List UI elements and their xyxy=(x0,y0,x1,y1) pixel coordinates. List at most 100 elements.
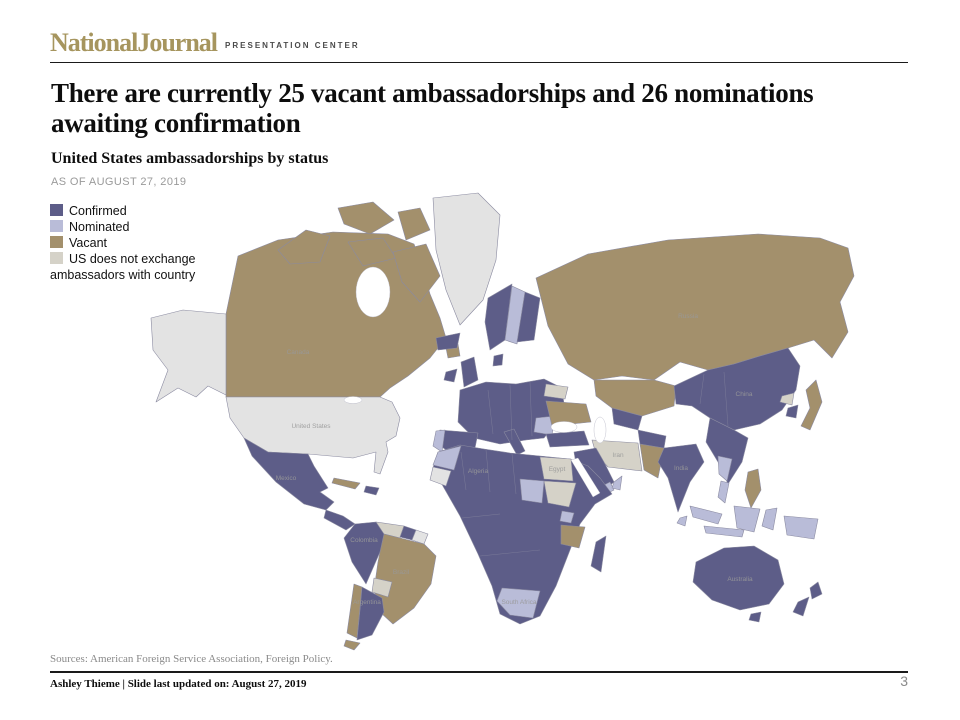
as-of-date: AS OF AUGUST 27, 2019 xyxy=(51,176,187,188)
region-india xyxy=(657,443,705,513)
page-number: 3 xyxy=(900,673,908,689)
region-malay-peninsula xyxy=(717,480,730,504)
map-label-south-africa: South Africa xyxy=(501,599,536,606)
region-norway xyxy=(484,283,513,351)
region-south-africa xyxy=(496,587,541,619)
region-finland xyxy=(516,291,541,343)
confirmed-swatch xyxy=(50,204,63,216)
region-north-korea xyxy=(779,392,795,406)
legend-item-nominated: Nominated xyxy=(50,219,262,235)
great-lakes xyxy=(343,396,363,404)
black-sea xyxy=(550,421,578,433)
region-papua xyxy=(783,515,819,540)
legend-label: US does not exchange ambassadors with co… xyxy=(50,252,196,282)
presentation-center-label: PRESENTATION CENTER xyxy=(225,41,360,50)
region-new-zealand xyxy=(792,596,810,617)
region-united-states xyxy=(225,396,401,475)
region-mexico xyxy=(243,437,335,511)
region-sulawesi xyxy=(761,507,778,531)
national-journal-logo: NationalJournal xyxy=(50,28,218,57)
hudson-bay xyxy=(355,266,391,318)
region-tierra-del-fuego xyxy=(343,639,361,651)
header-divider xyxy=(50,62,908,63)
region-thailand xyxy=(717,455,733,482)
region-south-korea xyxy=(785,404,799,419)
map-label-united-states: United States xyxy=(291,423,331,430)
region-new-zealand xyxy=(809,581,823,600)
region-argentina xyxy=(356,586,385,641)
region-tanzania xyxy=(560,524,586,549)
map-label-australia: Australia xyxy=(727,576,753,583)
map-label-argentina: Argentina xyxy=(353,599,381,606)
region-cuba xyxy=(331,477,361,490)
region-ireland xyxy=(443,368,458,383)
map-label-canada: Canada xyxy=(287,349,310,356)
legend: Confirmed Nominated Vacant US does not e… xyxy=(50,203,262,283)
region-belarus xyxy=(543,383,569,400)
legend-item-vacant: Vacant xyxy=(50,235,262,251)
region-uk xyxy=(460,356,479,388)
map-label-mexico: Mexico xyxy=(276,475,297,482)
footer-byline: Ashley Thieme | Slide last updated on: A… xyxy=(50,678,307,690)
legend-item-no-exchange: US does not exchange ambassadors with co… xyxy=(50,251,262,283)
region-hispaniola xyxy=(363,485,380,496)
region-alaska xyxy=(150,309,227,403)
header: NationalJournal PRESENTATION CENTER xyxy=(50,28,360,58)
legend-item-confirmed: Confirmed xyxy=(50,203,262,219)
region-arctic-islands xyxy=(392,243,441,303)
chart-subtitle: United States ambassadorships by status xyxy=(51,150,329,167)
choropleth-map: Canada United States Mexico Colombia Bra… xyxy=(150,192,855,651)
region-se-asia xyxy=(705,417,749,485)
legend-label: Vacant xyxy=(69,236,107,250)
country-borders xyxy=(460,371,729,557)
region-egypt xyxy=(539,456,574,482)
map-label-brazil: Brazil xyxy=(393,569,410,576)
region-sweden xyxy=(504,285,526,345)
region-ukraine xyxy=(545,400,592,427)
nominated-swatch xyxy=(50,220,63,232)
sources-note: Sources: American Foreign Service Associ… xyxy=(50,653,333,665)
region-portugal xyxy=(432,429,446,453)
map-label-china: China xyxy=(736,391,753,398)
red-sea xyxy=(570,457,601,498)
region-turkey xyxy=(545,430,590,448)
region-borneo xyxy=(733,505,761,533)
region-italy xyxy=(503,428,526,456)
region-chad xyxy=(519,478,545,504)
caspian-sea xyxy=(593,416,607,444)
region-morocco xyxy=(432,445,462,471)
region-madagascar xyxy=(590,535,607,573)
footer-divider xyxy=(50,671,908,673)
region-japan xyxy=(800,379,823,431)
region-arctic-islands xyxy=(397,207,431,241)
no-exchange-swatch xyxy=(50,252,63,264)
map-label-colombia: Colombia xyxy=(350,537,378,544)
map-label-russia: Russia xyxy=(678,313,698,320)
map-label-india: India xyxy=(674,465,688,472)
region-sudan xyxy=(543,480,577,508)
region-central-america xyxy=(323,509,356,531)
region-kazakhstan xyxy=(593,379,677,417)
region-brazil xyxy=(373,533,437,625)
region-philippines xyxy=(744,468,762,509)
map-label-egypt: Egypt xyxy=(549,466,566,473)
region-oman xyxy=(611,475,623,491)
region-russia xyxy=(535,233,855,381)
region-western-sahara xyxy=(429,466,452,487)
legend-label: Confirmed xyxy=(69,204,127,218)
vacant-swatch xyxy=(50,236,63,248)
region-iceland xyxy=(435,332,461,351)
legend-label: Nominated xyxy=(69,220,130,234)
region-arctic-islands xyxy=(277,229,331,265)
world-map: Canada United States Mexico Colombia Bra… xyxy=(148,190,960,657)
slide-title: There are currently 25 vacant ambassador… xyxy=(51,78,814,139)
region-java xyxy=(703,525,745,538)
region-bolivia xyxy=(371,577,393,598)
map-label-iran: Iran xyxy=(612,452,624,459)
region-greenland xyxy=(432,192,501,326)
region-tasmania xyxy=(748,611,762,623)
region-denmark xyxy=(492,353,504,367)
map-label-algeria: Algeria xyxy=(468,468,489,475)
region-uganda xyxy=(559,510,575,524)
